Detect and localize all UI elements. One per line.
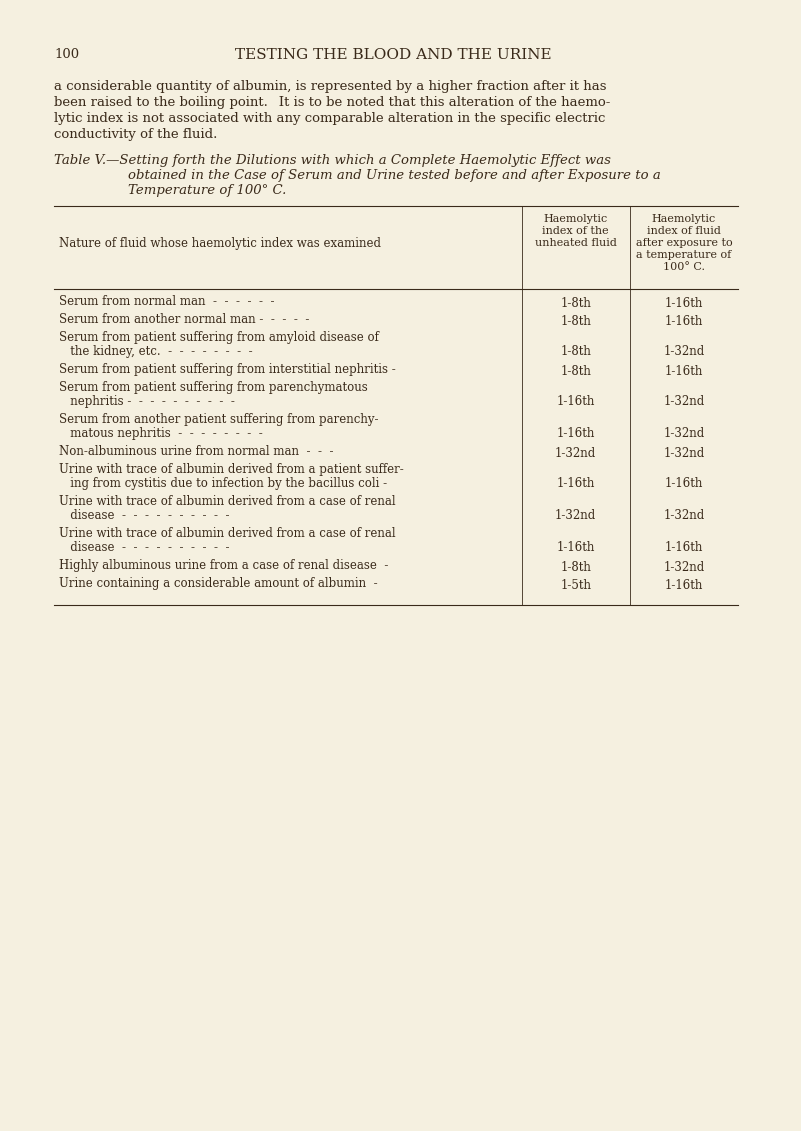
Text: TESTING THE BLOOD AND THE URINE: TESTING THE BLOOD AND THE URINE (235, 48, 552, 62)
Text: 1-8th: 1-8th (560, 345, 591, 359)
Text: 1-16th: 1-16th (665, 316, 703, 328)
Text: 1-16th: 1-16th (557, 477, 595, 490)
Text: Urine with trace of albumin derived from a patient suffer-: Urine with trace of albumin derived from… (59, 463, 404, 476)
Text: conductivity of the fluid.: conductivity of the fluid. (54, 128, 218, 141)
Text: Serum from patient suffering from parenchymatous: Serum from patient suffering from parenc… (59, 381, 368, 394)
Text: lytic index is not associated with any comparable alteration in the specific ele: lytic index is not associated with any c… (54, 112, 606, 126)
Text: Nature of fluid whose haemolytic index was examined: Nature of fluid whose haemolytic index w… (59, 238, 381, 250)
Text: ing from cystitis due to infection by the bacillus coli -: ing from cystitis due to infection by th… (59, 477, 387, 490)
Text: 1-16th: 1-16th (557, 428, 595, 440)
Text: unheated fluid: unheated fluid (535, 238, 617, 248)
Text: 1-32nd: 1-32nd (663, 428, 705, 440)
Text: Urine containing a considerable amount of albumin  -: Urine containing a considerable amount o… (59, 577, 378, 590)
Text: index of fluid: index of fluid (647, 226, 721, 236)
Text: Serum from patient suffering from interstitial nephritis -: Serum from patient suffering from inters… (59, 363, 396, 375)
Text: disease  -  -  -  -  -  -  -  -  -  -: disease - - - - - - - - - - (59, 541, 230, 554)
Text: Highly albuminous urine from a case of renal disease  -: Highly albuminous urine from a case of r… (59, 559, 388, 572)
Text: Urine with trace of albumin derived from a case of renal: Urine with trace of albumin derived from… (59, 527, 396, 539)
Text: Haemolytic: Haemolytic (652, 214, 716, 224)
Text: Non-albuminous urine from normal man  -  -  -: Non-albuminous urine from normal man - -… (59, 444, 333, 458)
Text: been raised to the boiling point.  It is to be noted that this alteration of the: been raised to the boiling point. It is … (54, 96, 610, 109)
Text: 1-32nd: 1-32nd (555, 509, 596, 523)
Text: 1-16th: 1-16th (665, 541, 703, 554)
Text: a temperature of: a temperature of (636, 250, 731, 260)
Text: 1-32nd: 1-32nd (663, 509, 705, 523)
Text: 100° C.: 100° C. (663, 262, 705, 271)
Text: 1-16th: 1-16th (665, 365, 703, 378)
Text: the kidney, etc.  -  -  -  -  -  -  -  -: the kidney, etc. - - - - - - - - (59, 345, 252, 359)
Text: Serum from another patient suffering from parenchy-: Serum from another patient suffering fro… (59, 413, 379, 426)
Text: Temperature of 100° C.: Temperature of 100° C. (128, 184, 286, 197)
Text: a considerable quantity of albumin, is represented by a higher fraction after it: a considerable quantity of albumin, is r… (54, 80, 606, 93)
Text: 1-16th: 1-16th (557, 395, 595, 408)
Text: 1-32nd: 1-32nd (663, 447, 705, 460)
Text: 100: 100 (54, 48, 79, 61)
Text: 1-16th: 1-16th (665, 477, 703, 490)
Text: matous nephritis  -  -  -  -  -  -  -  -: matous nephritis - - - - - - - - (59, 428, 263, 440)
Text: 1-32nd: 1-32nd (663, 345, 705, 359)
Text: 1-8th: 1-8th (560, 297, 591, 310)
Text: Urine with trace of albumin derived from a case of renal: Urine with trace of albumin derived from… (59, 495, 396, 508)
Text: index of the: index of the (542, 226, 609, 236)
Text: 1-8th: 1-8th (560, 561, 591, 575)
Text: 1-32nd: 1-32nd (663, 561, 705, 575)
Text: 1-5th: 1-5th (560, 579, 591, 592)
Text: Table V.—Setting forth the Dilutions with which a Complete Haemolytic Effect was: Table V.—Setting forth the Dilutions wit… (54, 154, 611, 167)
Text: 1-16th: 1-16th (665, 579, 703, 592)
Text: Serum from another normal man -  -  -  -  -: Serum from another normal man - - - - - (59, 313, 309, 326)
Text: 1-8th: 1-8th (560, 316, 591, 328)
Text: 1-16th: 1-16th (557, 541, 595, 554)
Text: Serum from patient suffering from amyloid disease of: Serum from patient suffering from amyloi… (59, 331, 379, 344)
Text: 1-32nd: 1-32nd (555, 447, 596, 460)
Text: 1-16th: 1-16th (665, 297, 703, 310)
Text: nephritis -  -  -  -  -  -  -  -  -  -: nephritis - - - - - - - - - - (59, 395, 235, 408)
Text: Haemolytic: Haemolytic (544, 214, 608, 224)
Text: after exposure to: after exposure to (636, 238, 732, 248)
Text: 1-8th: 1-8th (560, 365, 591, 378)
Text: disease  -  -  -  -  -  -  -  -  -  -: disease - - - - - - - - - - (59, 509, 230, 523)
Text: 1-32nd: 1-32nd (663, 395, 705, 408)
Text: obtained in the Case of Serum and Urine tested before and after Exposure to a: obtained in the Case of Serum and Urine … (128, 169, 661, 182)
Text: Serum from normal man  -  -  -  -  -  -: Serum from normal man - - - - - - (59, 295, 275, 308)
